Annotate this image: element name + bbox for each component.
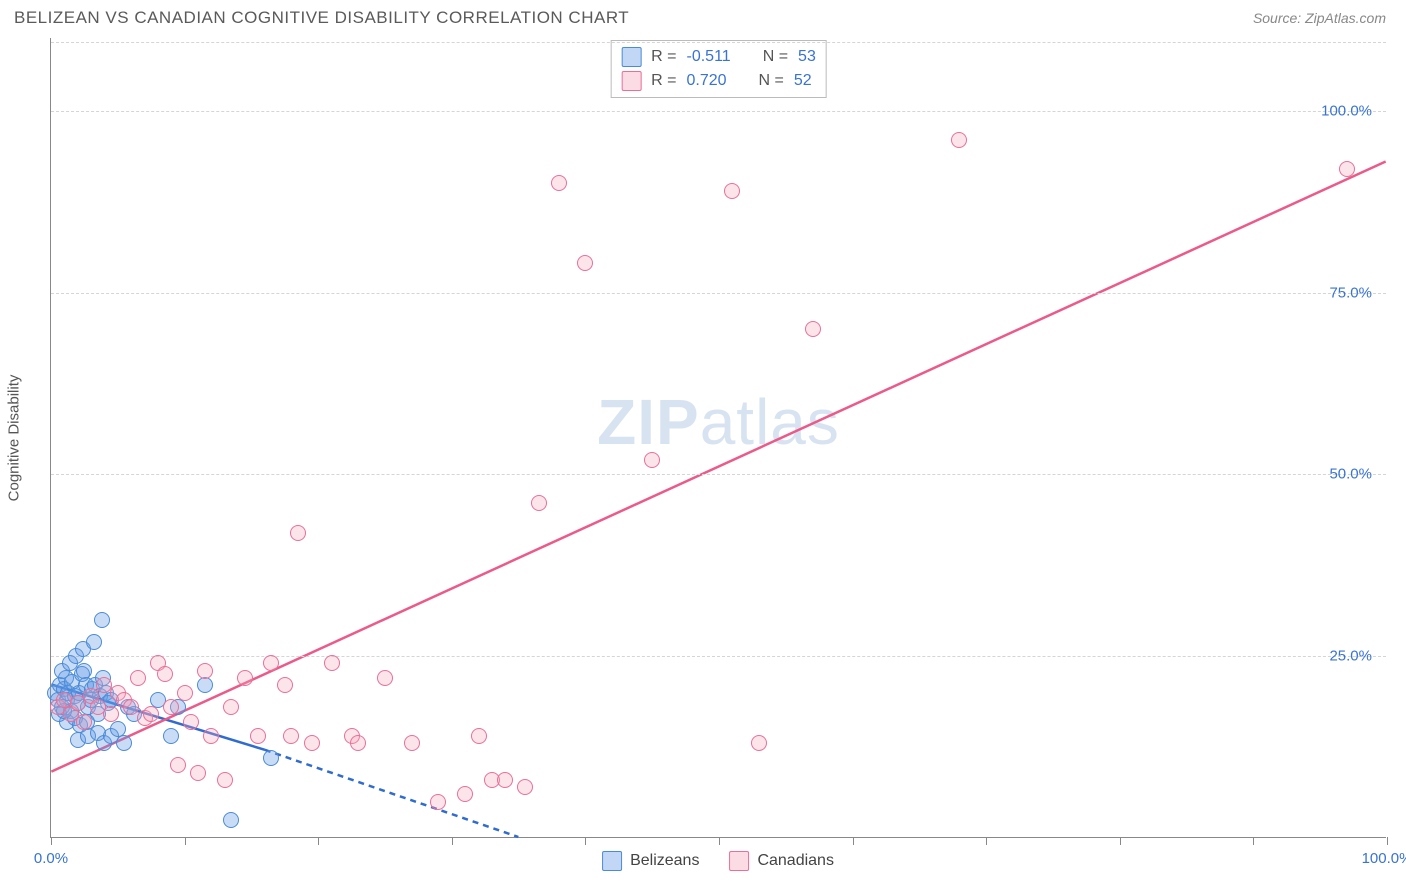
- plot-area: ZIPatlas R = -0.511 N = 53 R = 0.720 N = 52 25.…: [50, 38, 1386, 838]
- legend-swatch: [621, 71, 641, 91]
- x-tick: [51, 837, 52, 845]
- data-point: [143, 706, 159, 722]
- gridline-h: [51, 111, 1386, 112]
- watermark: ZIPatlas: [597, 385, 840, 459]
- chart-header: BELIZEAN VS CANADIAN COGNITIVE DISABILIT…: [0, 0, 1406, 32]
- chart-source: Source: ZipAtlas.com: [1253, 10, 1386, 26]
- chart-title: BELIZEAN VS CANADIAN COGNITIVE DISABILIT…: [14, 8, 629, 28]
- stat-n-label: N =: [759, 72, 784, 90]
- legend-item: Canadians: [729, 851, 834, 871]
- data-point: [94, 612, 110, 628]
- data-point: [531, 495, 547, 511]
- x-tick: [1387, 837, 1388, 845]
- data-point: [223, 699, 239, 715]
- bottom-legend: Belizeans Canadians: [602, 840, 834, 882]
- data-point: [724, 183, 740, 199]
- x-tick-label: 0.0%: [34, 850, 68, 867]
- x-tick: [585, 837, 586, 845]
- data-point: [551, 175, 567, 191]
- data-point: [644, 452, 660, 468]
- gridline-h: [51, 293, 1386, 294]
- stat-n-value: 53: [798, 48, 816, 66]
- watermark-bold: ZIP: [597, 386, 700, 458]
- chart-container: Cognitive Disability ZIPatlas R =-0.511N…: [50, 38, 1386, 838]
- data-point: [86, 634, 102, 650]
- data-point: [497, 772, 513, 788]
- data-point: [951, 132, 967, 148]
- data-point: [103, 706, 119, 722]
- stats-row: R = -0.511 N = 53: [621, 45, 816, 69]
- trend-lines-layer: [51, 38, 1386, 837]
- x-tick: [1253, 837, 1254, 845]
- watermark-light: atlas: [700, 386, 840, 458]
- x-tick: [452, 837, 453, 845]
- data-point: [377, 670, 393, 686]
- x-tick: [185, 837, 186, 845]
- data-point: [123, 699, 139, 715]
- x-tick: [986, 837, 987, 845]
- stats-row: R = 0.720 N = 52: [621, 69, 816, 93]
- data-point: [805, 321, 821, 337]
- data-point: [76, 714, 92, 730]
- data-point: [577, 255, 593, 271]
- data-point: [203, 728, 219, 744]
- data-point: [277, 677, 293, 693]
- data-point: [130, 670, 146, 686]
- stat-r-label: R =: [651, 72, 676, 90]
- gridline-h: [51, 42, 1386, 43]
- stat-r-label: R =: [651, 48, 676, 66]
- data-point: [350, 735, 366, 751]
- data-point: [163, 728, 179, 744]
- stat-n-label: N =: [763, 48, 788, 66]
- y-tick-label: 25.0%: [1329, 648, 1372, 665]
- data-point: [116, 735, 132, 751]
- data-point: [457, 786, 473, 802]
- gridline-h: [51, 656, 1386, 657]
- stat-n-value: 52: [794, 72, 812, 90]
- data-point: [1339, 161, 1355, 177]
- data-point: [304, 735, 320, 751]
- data-point: [177, 685, 193, 701]
- data-point: [197, 677, 213, 693]
- data-point: [283, 728, 299, 744]
- legend-swatch: [602, 851, 622, 871]
- data-point: [163, 699, 179, 715]
- y-axis-label: Cognitive Disability: [6, 375, 23, 502]
- data-point: [430, 794, 446, 810]
- x-tick: [1120, 837, 1121, 845]
- legend-item: Belizeans: [602, 851, 699, 871]
- data-point: [751, 735, 767, 751]
- data-point: [263, 655, 279, 671]
- data-point: [404, 735, 420, 751]
- x-tick: [318, 837, 319, 845]
- legend-label: Canadians: [757, 852, 834, 870]
- data-point: [290, 525, 306, 541]
- data-point: [197, 663, 213, 679]
- data-point: [250, 728, 266, 744]
- data-point: [223, 812, 239, 828]
- data-point: [217, 772, 233, 788]
- y-tick-label: 100.0%: [1321, 102, 1372, 119]
- data-point: [183, 714, 199, 730]
- data-point: [263, 750, 279, 766]
- trend-line: [265, 750, 519, 837]
- data-point: [517, 779, 533, 795]
- data-point: [190, 765, 206, 781]
- y-tick-label: 50.0%: [1329, 466, 1372, 483]
- legend-swatch: [621, 47, 641, 67]
- data-point: [237, 670, 253, 686]
- legend-label: Belizeans: [630, 852, 699, 870]
- stat-r-value: 0.720: [687, 72, 727, 90]
- stats-legend-box: R = -0.511 N = 53 R = 0.720 N = 52: [610, 40, 827, 98]
- x-tick: [853, 837, 854, 845]
- x-tick-label: 100.0%: [1362, 850, 1406, 867]
- y-tick-label: 75.0%: [1329, 284, 1372, 301]
- legend-swatch: [729, 851, 749, 871]
- data-point: [324, 655, 340, 671]
- gridline-h: [51, 474, 1386, 475]
- data-point: [170, 757, 186, 773]
- data-point: [157, 666, 173, 682]
- stat-r-value: -0.511: [687, 48, 731, 66]
- data-point: [471, 728, 487, 744]
